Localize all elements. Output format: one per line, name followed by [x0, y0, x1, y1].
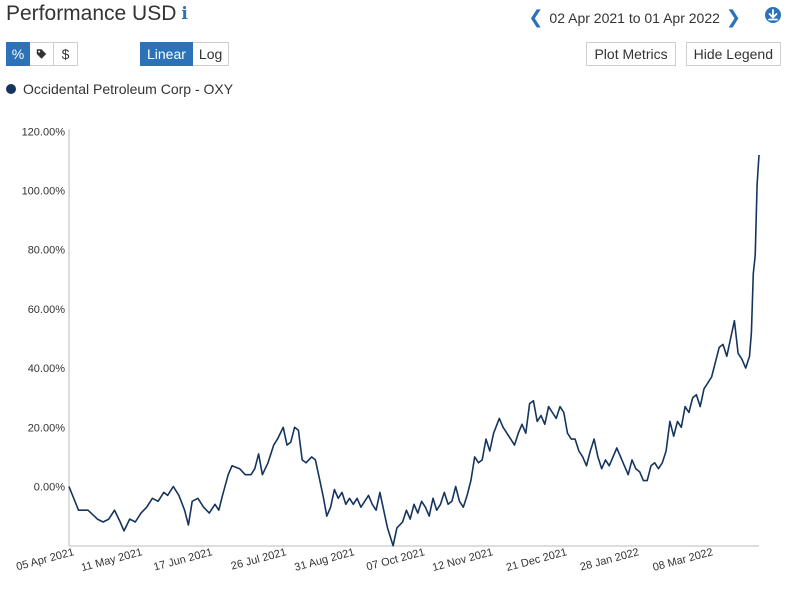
plot-metrics-button[interactable]: Plot Metrics	[586, 42, 676, 66]
x-tick-label: 31 Aug 2021	[293, 546, 356, 574]
chevron-left-icon[interactable]: ❮	[528, 7, 544, 27]
download-icon[interactable]	[764, 6, 782, 24]
tag-button[interactable]	[30, 42, 54, 66]
y-tick-label: 80.00%	[28, 245, 66, 257]
mode-button-group: % $	[6, 42, 78, 66]
tag-icon	[36, 49, 47, 59]
x-tick-label: 12 Nov 2021	[431, 546, 494, 574]
y-tick-label: 120.00%	[22, 126, 66, 138]
x-tick-label: 26 Jul 2021	[230, 546, 288, 572]
y-tick-label: 20.00%	[28, 422, 66, 434]
x-tick-label: 17 Jun 2021	[152, 546, 214, 573]
toolbar: % $ Linear Log	[6, 42, 230, 66]
x-tick-label: 05 Apr 2021	[15, 546, 75, 573]
y-tick-label: 40.00%	[28, 363, 66, 375]
series-line[interactable]	[68, 154, 760, 547]
page-title: Performance USD i	[6, 2, 188, 26]
x-tick-label: 21 Dec 2021	[505, 546, 568, 574]
y-tick-label: 60.00%	[28, 304, 66, 316]
series-lines	[68, 154, 760, 547]
legend-label[interactable]: Occidental Petroleum Corp - OXY	[23, 81, 234, 97]
date-range-selector: ❮ 02 Apr 2021 to 01 Apr 2022 ❯	[522, 7, 747, 28]
x-tick-label: 11 May 2021	[80, 546, 144, 574]
chevron-right-icon[interactable]: ❯	[725, 7, 741, 27]
hide-legend-button[interactable]: Hide Legend	[685, 42, 781, 66]
log-button[interactable]: Log	[192, 42, 230, 66]
y-axis: 0.00% 20.00% 40.00% 60.00% 80.00% 100.00% 120.…	[22, 126, 70, 546]
y-tick-label: 100.00%	[22, 186, 66, 198]
linear-button[interactable]: Linear	[140, 42, 193, 66]
x-tick-label: 28 Jan 2022	[579, 546, 641, 573]
legend-marker	[6, 84, 16, 94]
legend: Occidental Petroleum Corp - OXY	[6, 81, 233, 97]
x-tick-label: 07 Oct 2021	[365, 546, 426, 573]
percent-button[interactable]: %	[6, 42, 30, 66]
y-tick-label: 0.00%	[34, 482, 65, 494]
title-text: Performance USD	[6, 2, 177, 25]
x-tick-label: 08 Mar 2022	[652, 546, 715, 574]
scale-button-group: Linear Log	[140, 42, 230, 66]
x-axis: 05 Apr 2021 11 May 2021 17 Jun 2021 26 Jul …	[15, 545, 759, 574]
chart-options: Plot Metrics Hide Legend	[586, 42, 781, 66]
info-icon[interactable]: i	[181, 4, 188, 24]
date-range-label[interactable]: 02 Apr 2021 to 01 Apr 2022	[549, 9, 720, 26]
dollar-button[interactable]: $	[54, 42, 78, 66]
